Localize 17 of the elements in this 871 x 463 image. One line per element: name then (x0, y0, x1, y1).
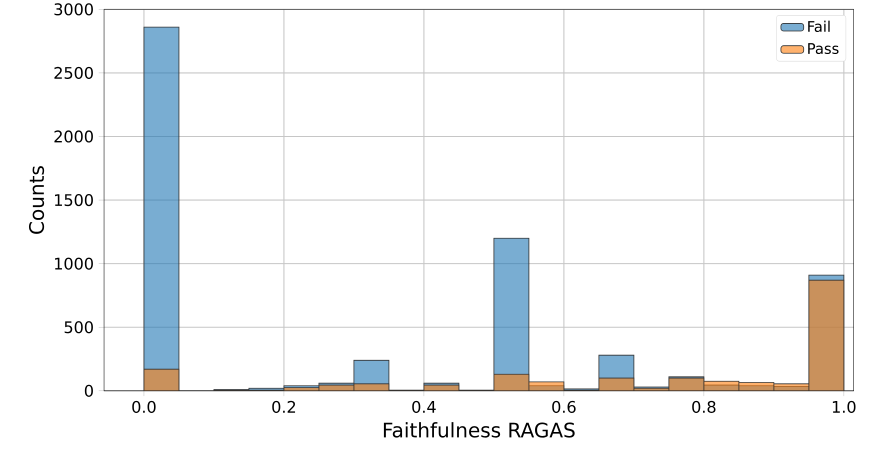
x-tick-label: 0.0 (132, 400, 156, 414)
x-tick-label: 0.4 (412, 400, 436, 414)
y-axis-title: Counts (28, 166, 44, 234)
y-tick-label: 0 (84, 384, 93, 397)
y-tick-label: 2000 (54, 130, 93, 143)
legend-label: Fail (808, 20, 830, 32)
x-tick-label: 0.2 (272, 400, 296, 414)
legend-label: Pass (808, 43, 839, 54)
x-tick-label: 0.8 (692, 400, 716, 414)
x-tick-label: 1.0 (832, 400, 856, 414)
y-tick-label: 2500 (54, 66, 93, 80)
x-tick-label: 0.6 (552, 400, 576, 414)
y-tick-label: 1500 (55, 194, 93, 206)
y-tick-label: 3000 (54, 3, 93, 16)
y-tick-label: 1000 (55, 258, 93, 270)
x-axis-title: Faithfulness RAGAS (384, 422, 575, 438)
y-tick-label: 500 (64, 321, 93, 334)
